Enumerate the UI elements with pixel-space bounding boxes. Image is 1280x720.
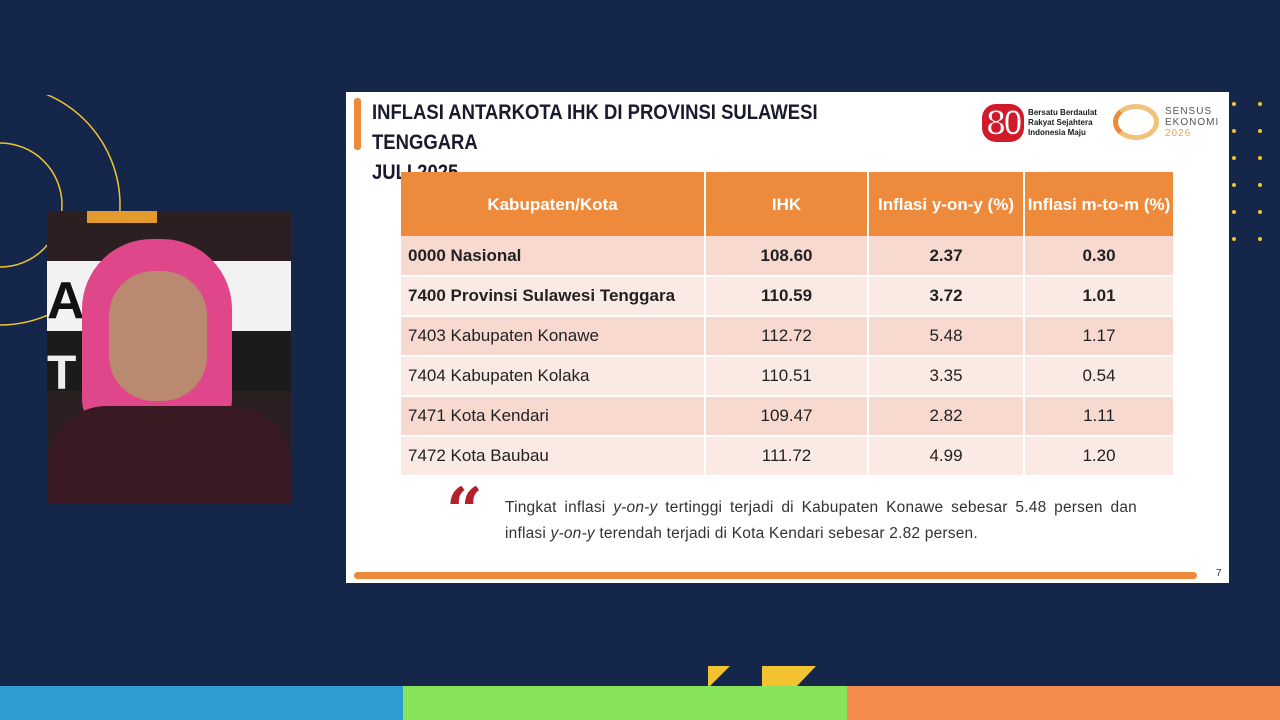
table-cell: 0.54	[1024, 356, 1173, 397]
table-cell: 1.11	[1024, 396, 1173, 437]
table-cell: 110.51	[705, 356, 869, 397]
table-row: 0000 Nasional 108.60 2.37 0.30	[401, 236, 1173, 277]
table-row: 7403 Kabupaten Konawe 112.72 5.48 1.17	[401, 316, 1173, 357]
table-cell: 2.82	[868, 396, 1025, 437]
table-cell: 7471 Kota Kendari	[401, 396, 706, 437]
logo-tagline: Indonesia Maju	[1028, 128, 1086, 137]
table-cell: 112.72	[705, 316, 869, 357]
quote-icon: “	[446, 474, 483, 549]
logo-sensus-ekonomi: SENSUS EKONOMI 2026	[1113, 104, 1219, 140]
logo-text: SENSUS	[1165, 105, 1213, 117]
logo-80-indonesia: 80 Bersatu Berdaulat Rakyat Sejahtera Indo…	[982, 103, 1097, 143]
column-header: Inflasi y-on-y (%)	[868, 172, 1025, 236]
column-header: Inflasi m-to-m (%)	[1024, 172, 1173, 236]
table-cell: 3.72	[868, 276, 1025, 317]
decorative-dots	[1232, 102, 1262, 241]
footer-bar	[354, 572, 1197, 579]
footer-stripe-orange	[847, 686, 1280, 720]
title-line-1: INFLASI ANTARKOTA IHK DI PROVINSI SULAWE…	[372, 101, 818, 154]
table-cell: 110.59	[705, 276, 869, 317]
table-cell: 0.30	[1024, 236, 1173, 277]
footer-stripe-blue	[0, 686, 403, 720]
table-row: 7400 Provinsi Sulawesi Tenggara 110.59 3.7…	[401, 276, 1173, 317]
title-accent-bar	[354, 98, 361, 150]
decorative-shape	[762, 666, 816, 686]
table-row: 7404 Kabupaten Kolaka 110.51 3.35 0.54	[401, 356, 1173, 397]
logo-tagline: Bersatu Berdaulat	[1028, 108, 1097, 117]
table-cell: 111.72	[705, 436, 869, 477]
footer-stripe-green	[403, 686, 847, 720]
table-cell: 108.60	[705, 236, 869, 277]
logo-text: EKONOMI	[1165, 116, 1220, 128]
presentation-slide: INFLASI ANTARKOTA IHK DI PROVINSI SULAWE…	[346, 92, 1229, 583]
table-cell: 2.37	[868, 236, 1025, 277]
inflation-table: Kabupaten/Kota IHK Inflasi y-on-y (%) In…	[401, 172, 1173, 477]
decorative-arcs	[0, 95, 121, 326]
logo-year: 2026	[1165, 127, 1192, 139]
table-cell: 1.17	[1024, 316, 1173, 357]
table-cell: 0000 Nasional	[401, 236, 706, 277]
table-cell: 1.20	[1024, 436, 1173, 477]
table-cell: 3.35	[868, 356, 1025, 397]
logo-80-number: 80	[982, 103, 1024, 143]
table-cell: 4.99	[868, 436, 1025, 477]
table-cell: 7403 Kabupaten Konawe	[401, 316, 706, 357]
table-row: 7471 Kota Kendari 109.47 2.82 1.11	[401, 396, 1173, 437]
table-row: 7472 Kota Baubau 111.72 4.99 1.20	[401, 436, 1173, 477]
table-cell: 5.48	[868, 316, 1025, 357]
sensus-logo-icon	[1113, 104, 1159, 140]
column-header: Kabupaten/Kota	[401, 172, 706, 236]
page-number: 7	[1216, 568, 1222, 579]
column-header: IHK	[705, 172, 869, 236]
table-cell: 7404 Kabupaten Kolaka	[401, 356, 706, 397]
logo-tagline: Rakyat Sejahtera	[1028, 118, 1093, 127]
table-cell: 7400 Provinsi Sulawesi Tenggara	[401, 276, 706, 317]
decorative-triangle	[708, 666, 730, 688]
summary-note: Tingkat inflasi y-on-y tertinggi terjadi…	[505, 499, 1137, 542]
table-cell: 7472 Kota Baubau	[401, 436, 706, 477]
webcam-video: AKER T S STI	[47, 211, 291, 503]
table-cell: 1.01	[1024, 276, 1173, 317]
table-cell: 109.47	[705, 396, 869, 437]
